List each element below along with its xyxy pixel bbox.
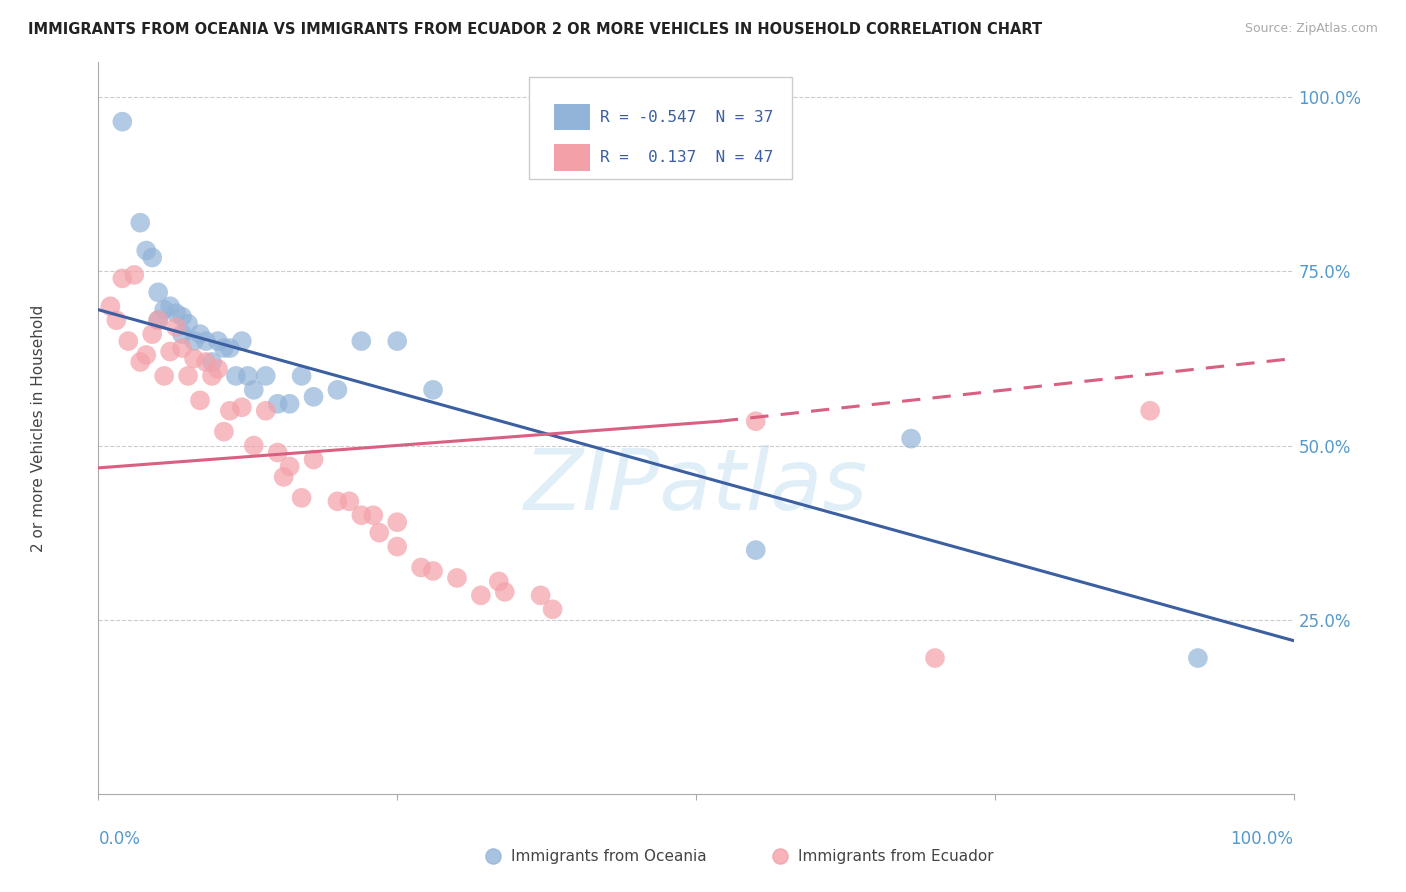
Point: [225, 368, 247, 383]
Point: [219, 341, 242, 355]
Point: [172, 310, 194, 324]
Point: [368, 525, 391, 540]
Point: [385, 540, 409, 554]
Point: [195, 355, 218, 369]
Point: [111, 271, 134, 285]
Point: [231, 401, 253, 415]
Point: [267, 445, 290, 459]
Point: [924, 651, 946, 665]
Point: [254, 368, 277, 383]
Point: [172, 327, 194, 342]
Point: [745, 414, 768, 428]
Point: [243, 383, 266, 397]
Point: [124, 268, 146, 282]
Point: [141, 327, 163, 342]
Point: [254, 403, 277, 417]
FancyBboxPatch shape: [554, 104, 589, 130]
Point: [745, 543, 768, 558]
Point: [98, 299, 122, 313]
Point: [768, 846, 790, 860]
Point: [117, 334, 139, 348]
Point: [350, 508, 373, 523]
Point: [201, 368, 224, 383]
Point: [1139, 403, 1161, 417]
Point: [422, 383, 444, 397]
Text: R =  0.137  N = 47: R = 0.137 N = 47: [600, 150, 773, 165]
Point: [141, 251, 163, 265]
FancyBboxPatch shape: [554, 145, 589, 170]
Point: [207, 334, 229, 348]
Text: ZIPatlas: ZIPatlas: [524, 445, 868, 528]
Point: [470, 588, 492, 602]
Point: [411, 560, 433, 574]
Text: R = -0.547  N = 37: R = -0.547 N = 37: [600, 110, 773, 125]
Point: [135, 244, 157, 258]
Point: [177, 368, 200, 383]
Point: [183, 351, 205, 366]
Text: 100.0%: 100.0%: [1230, 830, 1294, 848]
Point: [385, 515, 409, 529]
Point: [541, 602, 564, 616]
Point: [195, 334, 218, 348]
Text: Immigrants from Oceania: Immigrants from Oceania: [510, 848, 706, 863]
Point: [900, 432, 922, 446]
FancyBboxPatch shape: [529, 77, 792, 179]
Point: [219, 403, 242, 417]
Point: [148, 285, 170, 300]
Point: [201, 355, 224, 369]
Point: [188, 393, 211, 408]
Point: [188, 327, 211, 342]
Point: [273, 470, 295, 484]
Text: IMMIGRANTS FROM OCEANIA VS IMMIGRANTS FROM ECUADOR 2 OR MORE VEHICLES IN HOUSEHO: IMMIGRANTS FROM OCEANIA VS IMMIGRANTS FR…: [28, 22, 1042, 37]
Point: [212, 425, 235, 439]
Point: [129, 355, 152, 369]
Point: [278, 397, 301, 411]
Text: Source: ZipAtlas.com: Source: ZipAtlas.com: [1244, 22, 1378, 36]
Point: [159, 299, 181, 313]
Text: 0.0%: 0.0%: [98, 830, 141, 848]
Point: [243, 439, 266, 453]
Point: [165, 320, 187, 334]
Point: [1187, 651, 1209, 665]
Point: [350, 334, 373, 348]
Point: [363, 508, 385, 523]
Point: [159, 344, 181, 359]
Point: [291, 491, 314, 505]
Point: [153, 368, 176, 383]
Point: [385, 334, 409, 348]
Text: Immigrants from Ecuador: Immigrants from Ecuador: [797, 848, 993, 863]
Point: [326, 383, 349, 397]
Point: [422, 564, 444, 578]
Point: [481, 846, 505, 860]
Point: [183, 334, 205, 348]
Point: [153, 302, 176, 317]
Point: [105, 313, 128, 327]
Point: [236, 368, 259, 383]
Point: [267, 397, 290, 411]
Point: [129, 216, 152, 230]
Point: [302, 390, 325, 404]
Point: [177, 317, 200, 331]
Point: [111, 114, 134, 128]
Point: [302, 452, 325, 467]
Point: [148, 313, 170, 327]
Point: [135, 348, 157, 362]
Point: [446, 571, 468, 585]
Point: [339, 494, 361, 508]
Point: [494, 585, 516, 599]
Point: [148, 313, 170, 327]
Point: [207, 362, 229, 376]
Point: [231, 334, 253, 348]
Point: [488, 574, 510, 589]
Point: [530, 588, 553, 602]
Point: [278, 459, 301, 474]
Point: [291, 368, 314, 383]
Point: [326, 494, 349, 508]
Point: [165, 306, 187, 320]
Point: [212, 341, 235, 355]
Text: 2 or more Vehicles in Household: 2 or more Vehicles in Household: [31, 304, 46, 552]
Point: [172, 341, 194, 355]
